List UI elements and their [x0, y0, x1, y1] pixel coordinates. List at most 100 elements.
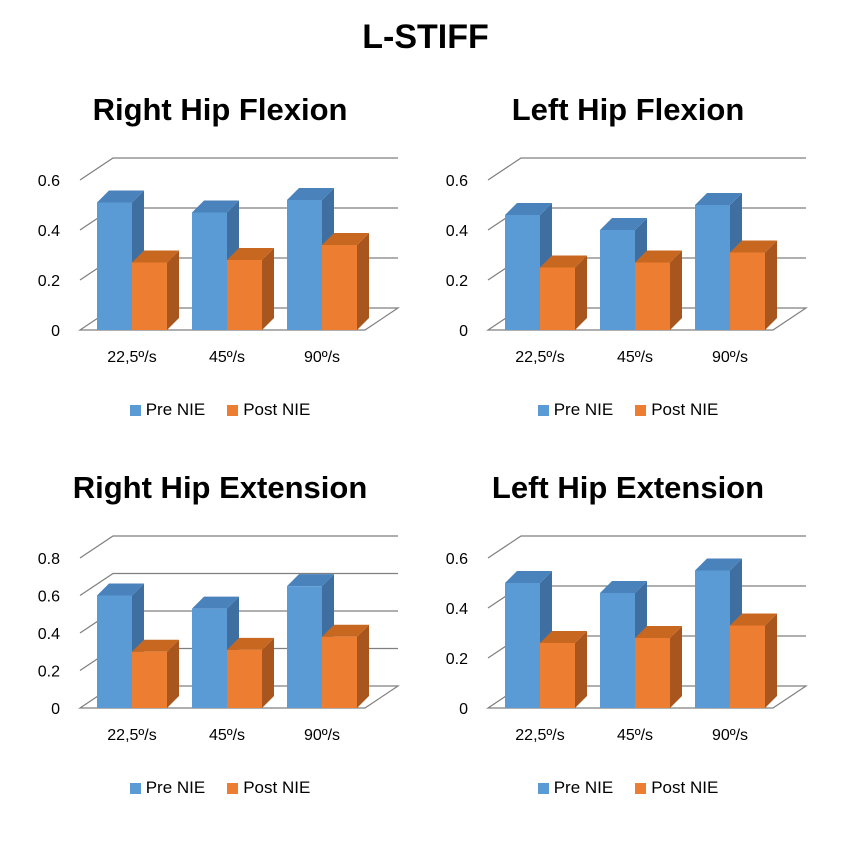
- legend-swatch-pre: [537, 404, 549, 416]
- legend-item-pre: Pre NIE: [129, 400, 206, 420]
- y-tick-label: 0: [459, 323, 468, 340]
- bar-post: [540, 267, 575, 330]
- bar-post: [322, 245, 357, 330]
- legend-swatch-post: [635, 782, 647, 794]
- bar-top: [227, 637, 274, 650]
- bar-side: [670, 626, 682, 708]
- bar-post: [635, 638, 670, 708]
- y-tick-label: 0.4: [446, 601, 468, 618]
- x-tick-label: 22,5º/s: [515, 349, 564, 366]
- bar-top: [635, 250, 682, 263]
- bar-side: [262, 248, 274, 330]
- y-tick-label: 0.2: [38, 273, 60, 290]
- gridline: [79, 572, 398, 596]
- bar-pre: [192, 212, 227, 330]
- y-tick-label: 0.6: [38, 173, 60, 190]
- bar-post: [540, 643, 575, 708]
- x-tick-label: 45º/s: [617, 727, 653, 744]
- x-tick-label: 45º/s: [209, 727, 245, 744]
- bar-top: [540, 631, 587, 643]
- bar-side: [765, 613, 777, 708]
- y-tick-label: 0: [459, 701, 468, 718]
- bar-side: [357, 624, 369, 708]
- gridline: [487, 535, 806, 559]
- y-tick-label: 0.4: [38, 626, 60, 643]
- legend-label: Post NIE: [243, 400, 311, 419]
- x-tick-label: 22,5º/s: [107, 349, 156, 366]
- legend-swatch-post: [635, 404, 647, 416]
- page-title: L-STIFF: [362, 18, 489, 56]
- x-tick-label: 90º/s: [304, 349, 340, 366]
- bar-side: [167, 639, 179, 708]
- legend: Pre NIE Post NIE: [10, 778, 430, 798]
- legend-item-post: Post NIE: [635, 778, 718, 798]
- y-tick-label: 0.6: [38, 589, 60, 606]
- x-tick-label: 22,5º/s: [107, 727, 156, 744]
- y-tick-label: 0.6: [446, 173, 468, 190]
- bar-pre: [695, 570, 730, 708]
- bar-top: [730, 240, 777, 253]
- y-tick-label: 0.2: [38, 664, 60, 681]
- bar-top: [322, 624, 369, 637]
- x-tick-label: 90º/s: [712, 349, 748, 366]
- x-tick-label: 45º/s: [617, 349, 653, 366]
- bar-top: [540, 255, 587, 268]
- chart-title: Left Hip Flexion: [511, 92, 745, 127]
- legend-label: Post NIE: [651, 400, 719, 419]
- chart-panel-left-hip-flexion: Left Hip Flexion 0 0.2 0.4 0.6 22,5º/s 45º/s 9…: [418, 92, 838, 472]
- chart-title: Left Hip Extension: [491, 470, 765, 505]
- y-tick-label: 0.2: [446, 273, 468, 290]
- bar-chart: 0 0.2 0.4 0.6 22,5º/s 45º/s 90º/s: [446, 157, 808, 366]
- bar-post: [730, 625, 765, 708]
- y-tick-label: 0: [51, 323, 60, 340]
- bar-pre: [97, 595, 132, 708]
- bar-post: [635, 262, 670, 330]
- bar-pre: [287, 200, 322, 330]
- chart-panel-right-hip-flexion: Right Hip Flexion 0 0.2 0.4 0.6 22,5º/s 45º/s…: [10, 92, 430, 472]
- bar-post: [227, 260, 262, 330]
- y-tick-label: 0.4: [446, 223, 468, 240]
- bar-top: [505, 203, 552, 215]
- gridline: [487, 157, 806, 181]
- bar-pre: [695, 205, 730, 330]
- bar-pre: [97, 202, 132, 330]
- bar-top: [695, 558, 742, 571]
- y-tick-label: 0.8: [38, 551, 60, 568]
- bar-side: [262, 637, 274, 708]
- chart-panel-left-hip-extension: Left Hip Extension 0 0.2 0.4 0.6 22,5º/s 45º/…: [418, 470, 838, 850]
- bar-top: [132, 250, 179, 263]
- legend-label: Post NIE: [243, 778, 311, 797]
- bar-top: [97, 583, 144, 596]
- bar-top: [287, 574, 334, 587]
- x-tick-label: 22,5º/s: [515, 727, 564, 744]
- bar-side: [575, 255, 587, 330]
- legend-swatch-post: [227, 782, 239, 794]
- bar-top: [97, 190, 144, 203]
- bar-top: [505, 571, 552, 583]
- x-tick-label: 90º/s: [304, 727, 340, 744]
- legend-item-pre: Pre NIE: [537, 778, 614, 798]
- bar-post: [132, 262, 167, 330]
- legend-item-post: Post NIE: [227, 778, 310, 798]
- y-tick-label: 0.2: [446, 651, 468, 668]
- bar-top: [287, 188, 334, 200]
- legend-item-post: Post NIE: [635, 400, 718, 420]
- chart-panel-right-hip-extension: Right Hip Extension 0 0.2 0.4 0.6 0.8 22,5º/s…: [10, 470, 430, 850]
- legend: Pre NIE Post NIE: [10, 400, 430, 420]
- bar-top: [600, 218, 647, 230]
- legend-label: Post NIE: [651, 778, 719, 797]
- bar-pre: [505, 583, 540, 708]
- bar-pre: [600, 230, 635, 330]
- chart-title: Right Hip Flexion: [92, 92, 348, 127]
- legend-swatch-post: [227, 404, 239, 416]
- bar-post: [730, 252, 765, 330]
- y-tick-label: 0.4: [38, 223, 60, 240]
- legend-label: Pre NIE: [145, 778, 206, 797]
- bar-top: [322, 233, 369, 245]
- legend-item-pre: Pre NIE: [537, 400, 613, 420]
- legend-label: Pre NIE: [553, 778, 614, 797]
- bar-top: [635, 626, 682, 638]
- bar-top: [132, 639, 179, 652]
- legend-label: Pre NIE: [145, 400, 206, 419]
- legend-swatch-pre: [129, 782, 141, 794]
